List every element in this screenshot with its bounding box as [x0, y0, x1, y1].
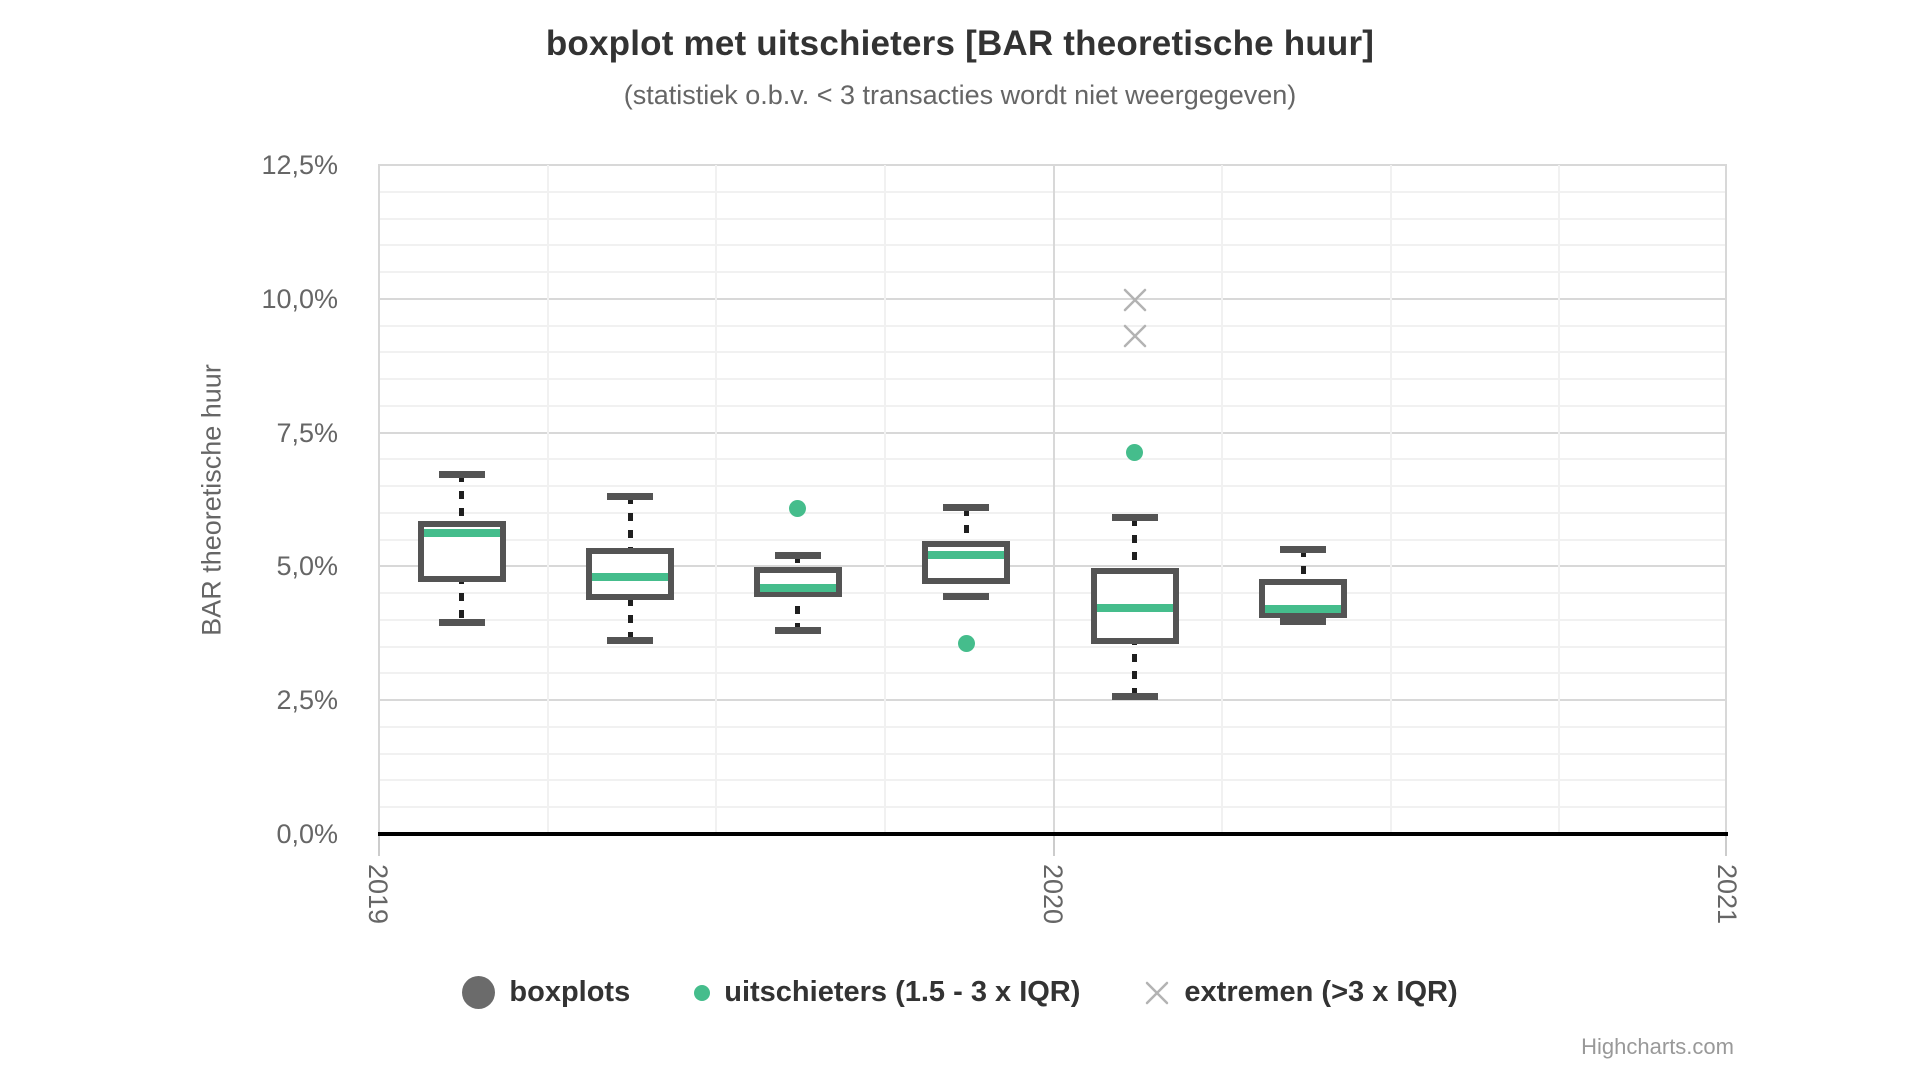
boxplot-box[interactable]: [922, 540, 1011, 585]
legend-item-3[interactable]: extremen (>3 x IQR): [1144, 976, 1458, 1009]
x-axis-tick: [1052, 836, 1055, 856]
boxplot-whisker-cap-high: [1111, 514, 1158, 522]
boxplot-whisker-cap-high: [774, 551, 821, 559]
boxplot-median: [592, 572, 669, 581]
x-gridline-minor: [1221, 165, 1224, 834]
x-axis-tick-label: 2019: [363, 864, 393, 925]
y-axis-tick-label: 7,5%: [276, 417, 338, 448]
chart-subtitle: (statistiek o.b.v. < 3 transacties wordt…: [623, 80, 1297, 110]
boxplot-whisker-cap-low: [1280, 618, 1327, 626]
x-axis-tick-label: 2021: [1712, 864, 1742, 925]
outlier-point[interactable]: [957, 634, 975, 652]
boxplot-whisker-cap-high: [943, 504, 990, 512]
boxplot-whisker-cap-low: [607, 636, 654, 644]
legend-label: uitschieters (1.5 - 3 x IQR): [724, 976, 1081, 1008]
legend-label: boxplots: [509, 976, 631, 1008]
x-gridline-minor: [1558, 165, 1561, 834]
legend-item-2[interactable]: uitschieters (1.5 - 3 x IQR): [694, 976, 1080, 1009]
x-axis-tick: [378, 836, 380, 856]
boxplot-whisker-cap-low: [1111, 693, 1158, 701]
x-gridline-major: [1052, 165, 1055, 834]
boxplot-whisker-cap-low: [774, 626, 821, 634]
y-axis-tick-label: 12,5%: [261, 150, 338, 180]
x-axis-line: [378, 832, 1728, 836]
x-gridline-minor: [1389, 165, 1392, 834]
extreme-point[interactable]: [1122, 323, 1148, 354]
legend: boxplots uitschieters (1.5 - 3 x IQR) extr…: [0, 976, 1920, 1009]
y-axis-tick-label: 0,0%: [276, 819, 338, 849]
x-gridline-minor: [715, 165, 718, 834]
boxplot-whisker-cap-high: [607, 492, 654, 500]
boxplot-median: [1265, 605, 1342, 614]
outlier-point[interactable]: [789, 500, 807, 518]
x-gridline-major: [1725, 165, 1727, 834]
legend-boxplots-icon: [462, 976, 496, 1009]
legend-item-1[interactable]: boxplots: [462, 976, 630, 1009]
outlier-point[interactable]: [1126, 443, 1144, 461]
x-gridline-major: [378, 165, 380, 834]
y-axis-tick-label: 10,0%: [261, 283, 338, 314]
x-axis-tick-label: 2020: [1037, 864, 1068, 925]
legend-outlier-icon: [694, 984, 711, 1001]
boxplot-median: [1096, 604, 1173, 613]
x-gridline-minor: [883, 165, 886, 834]
highcharts-credit: Highcharts.com: [1581, 1034, 1734, 1059]
boxplot-median: [928, 551, 1005, 560]
x-axis-tick: [1725, 836, 1727, 856]
extreme-point[interactable]: [1122, 287, 1148, 318]
boxplot-median: [759, 583, 836, 592]
chart-title: boxplot met uitschieters [BAR theoretisc…: [545, 24, 1375, 63]
boxplot-whisker-cap-low: [943, 592, 990, 600]
boxplot-whisker-cap-high: [1280, 545, 1327, 553]
circle-large-swatch: [462, 976, 496, 1009]
x-gridline-minor: [546, 165, 549, 834]
circle-small-swatch: [694, 984, 711, 1001]
y-axis-title: BAR theoretische huur: [196, 364, 227, 636]
legend-label: extremen (>3 x IQR): [1184, 976, 1458, 1008]
boxplot-box[interactable]: [753, 567, 842, 598]
legend-cross-icon: [1144, 980, 1170, 1006]
boxplot-median: [423, 529, 500, 538]
boxplot-whisker-cap-high: [438, 470, 485, 478]
boxplot-whisker-cap-low: [438, 619, 485, 627]
plot-area: [378, 164, 1727, 834]
y-axis-tick-label: 5,0%: [276, 551, 338, 582]
y-axis-tick-label: 2,5%: [276, 685, 338, 716]
